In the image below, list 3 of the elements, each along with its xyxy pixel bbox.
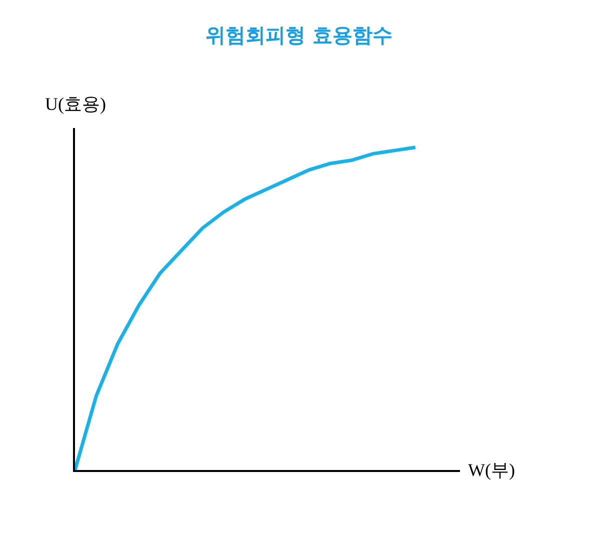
x-axis-title: W(부) — [468, 460, 515, 480]
y-axis-title: U(효용) — [45, 94, 106, 114]
chart-title: 위험회피형 효용함수 — [206, 23, 392, 48]
